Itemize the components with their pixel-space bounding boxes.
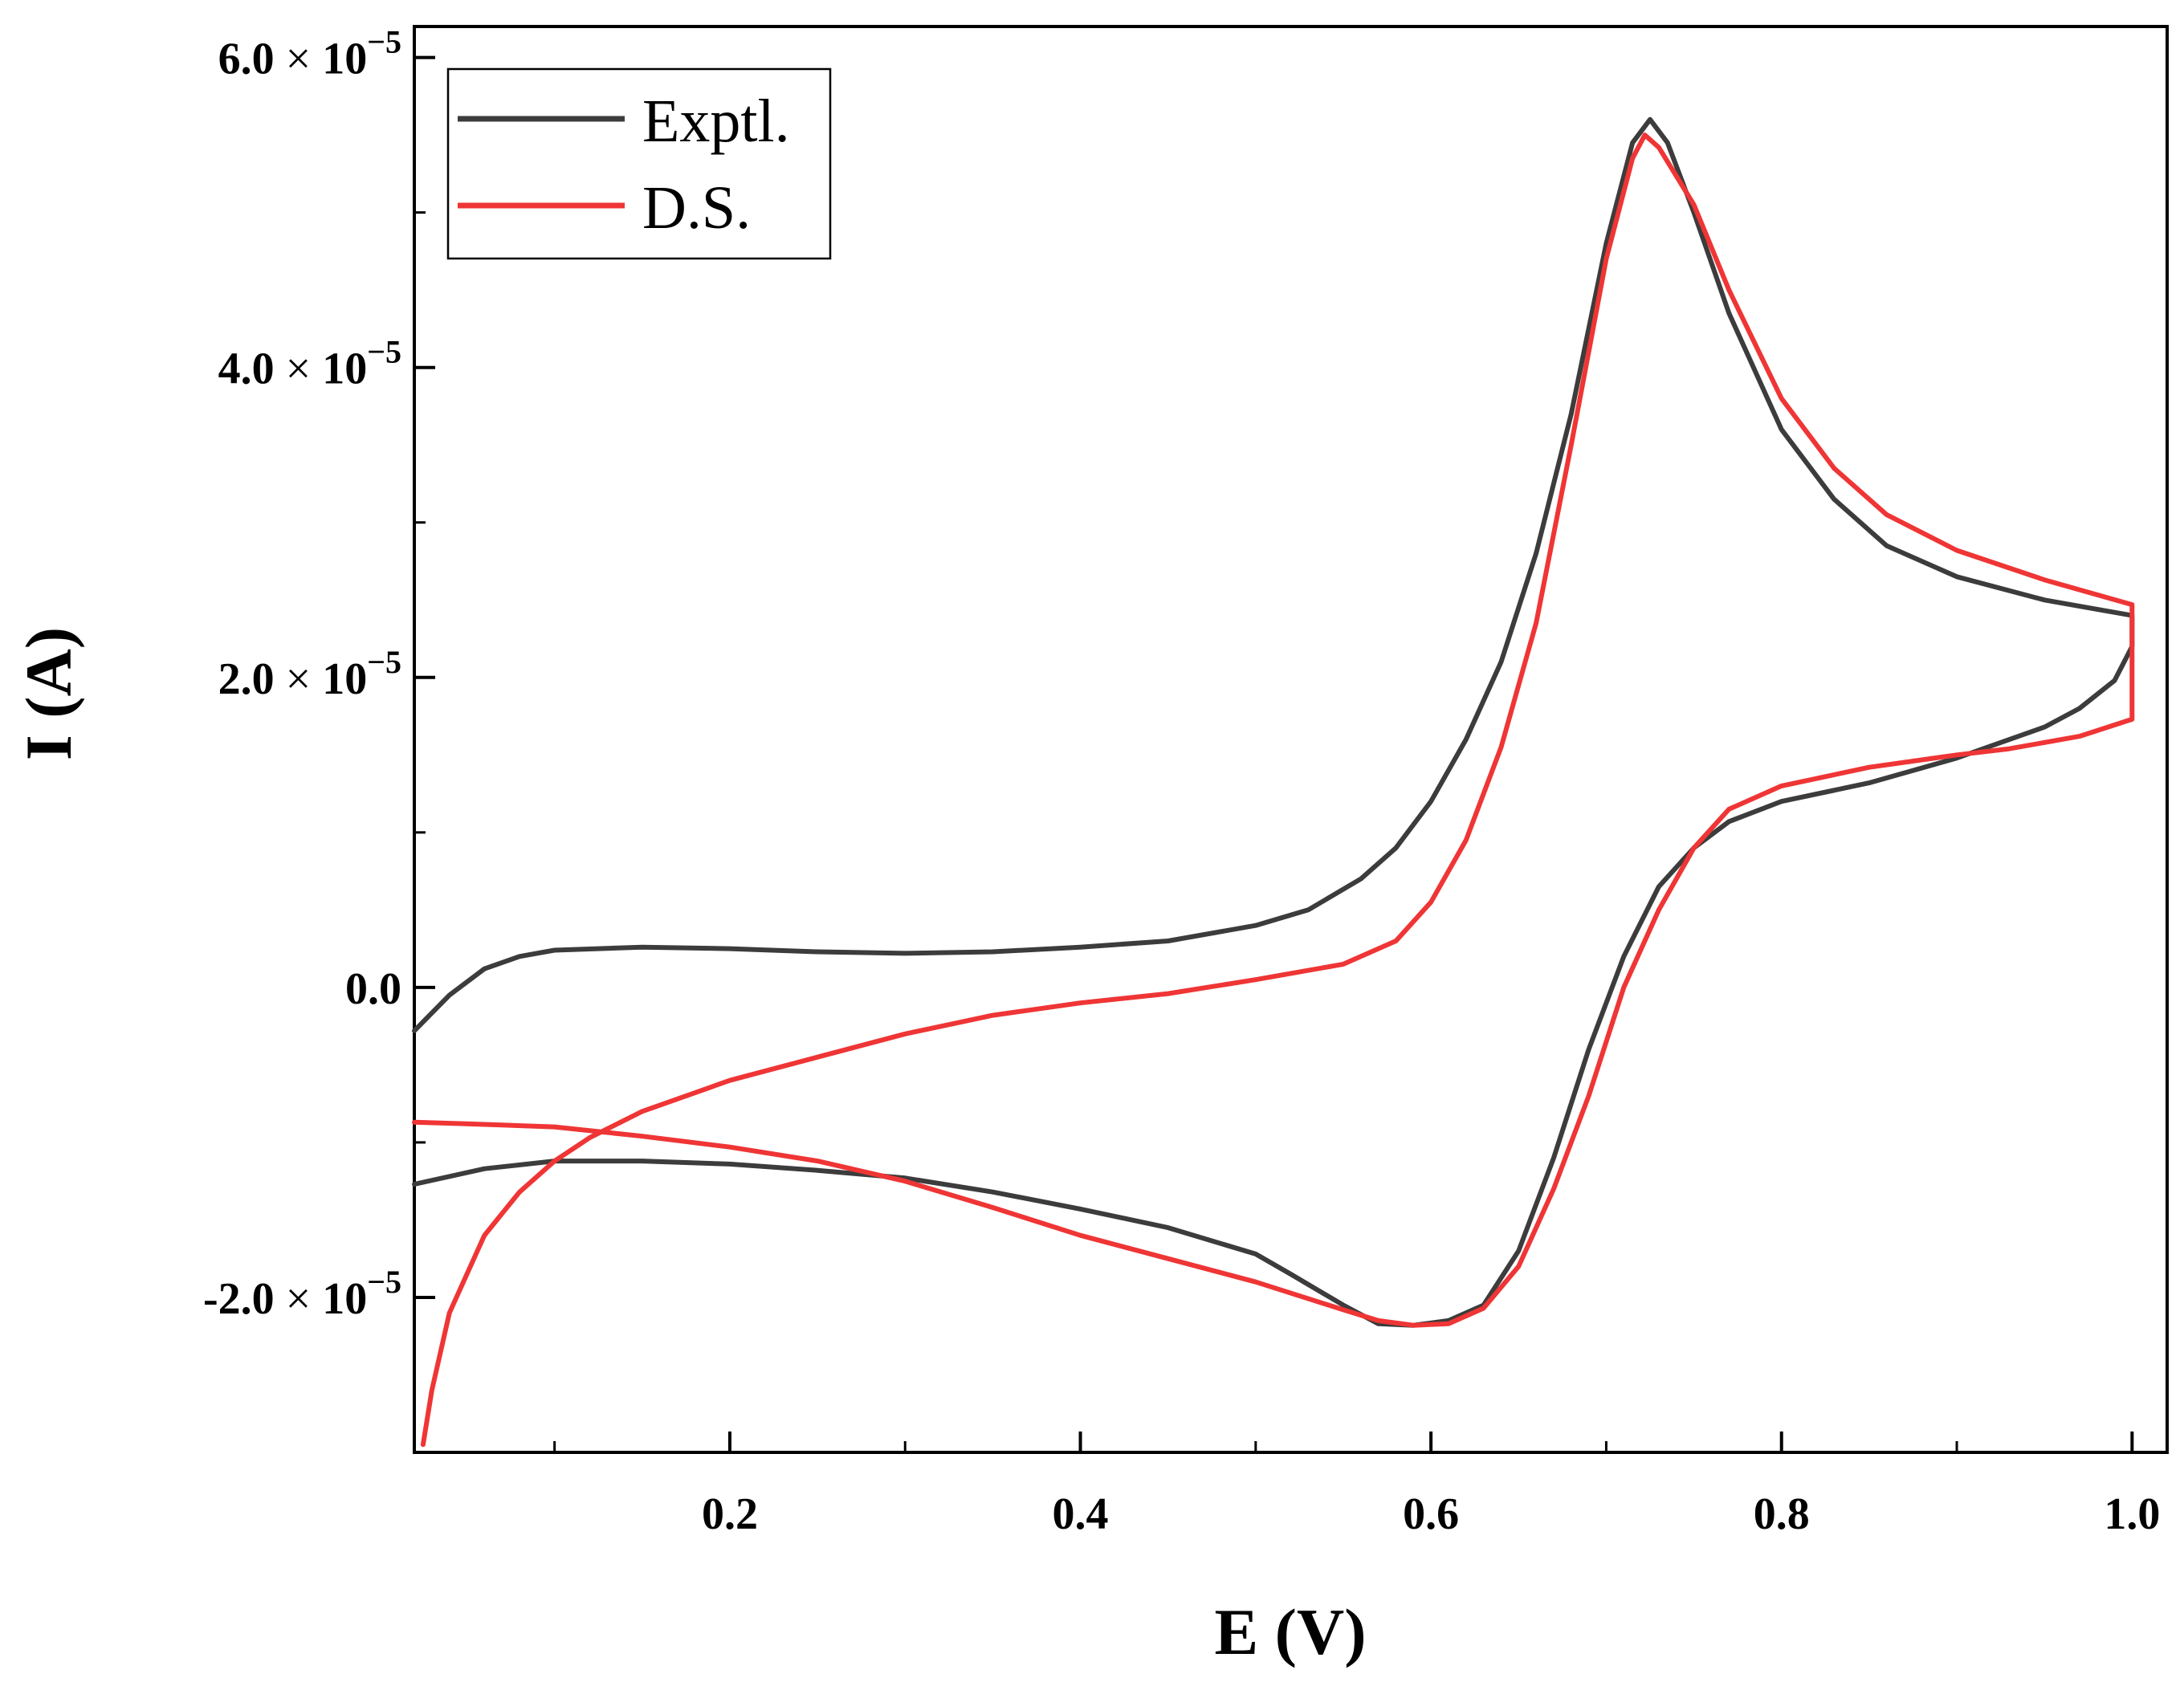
- x-tick-label-0.2: 0.2: [702, 1489, 758, 1539]
- legend-label-exptl: Exptl.: [642, 88, 790, 155]
- y-tick-label--2.0: -2.0 × 10−5: [203, 1264, 401, 1324]
- legend-label-ds: D.S.: [642, 174, 751, 242]
- y-tick-label-2.0: 2.0 × 10−5: [218, 644, 401, 704]
- legend: Exptl. D.S.: [446, 67, 832, 260]
- series-layer: [412, 116, 2135, 1448]
- series-ds-line: [412, 132, 2135, 1448]
- series-exptl-line: [412, 116, 2135, 1328]
- x-tick-label-0.4: 0.4: [1053, 1489, 1109, 1539]
- x-tick-label-1.0: 1.0: [2104, 1489, 2160, 1539]
- x-tick-label-0.6: 0.6: [1403, 1489, 1459, 1539]
- y-tick-label-6.0: 6.0 × 10−5: [218, 24, 401, 84]
- x-axis-title: E (V): [1214, 1595, 1366, 1668]
- legend-box: [446, 67, 832, 260]
- y-tick-label-4.0: 4.0 × 10−5: [218, 334, 401, 394]
- ticks-layer: 0.2 0.4 0.6 0.8 1.0 6.0 × 10−5 4.0 × 10−5 2.0 ×…: [203, 24, 2160, 1539]
- y-axis-title: I (A): [12, 627, 85, 760]
- y-tick-label-0.0: 0.0: [345, 964, 401, 1014]
- x-tick-label-0.8: 0.8: [1754, 1489, 1810, 1539]
- plot-frame: [413, 25, 2169, 1454]
